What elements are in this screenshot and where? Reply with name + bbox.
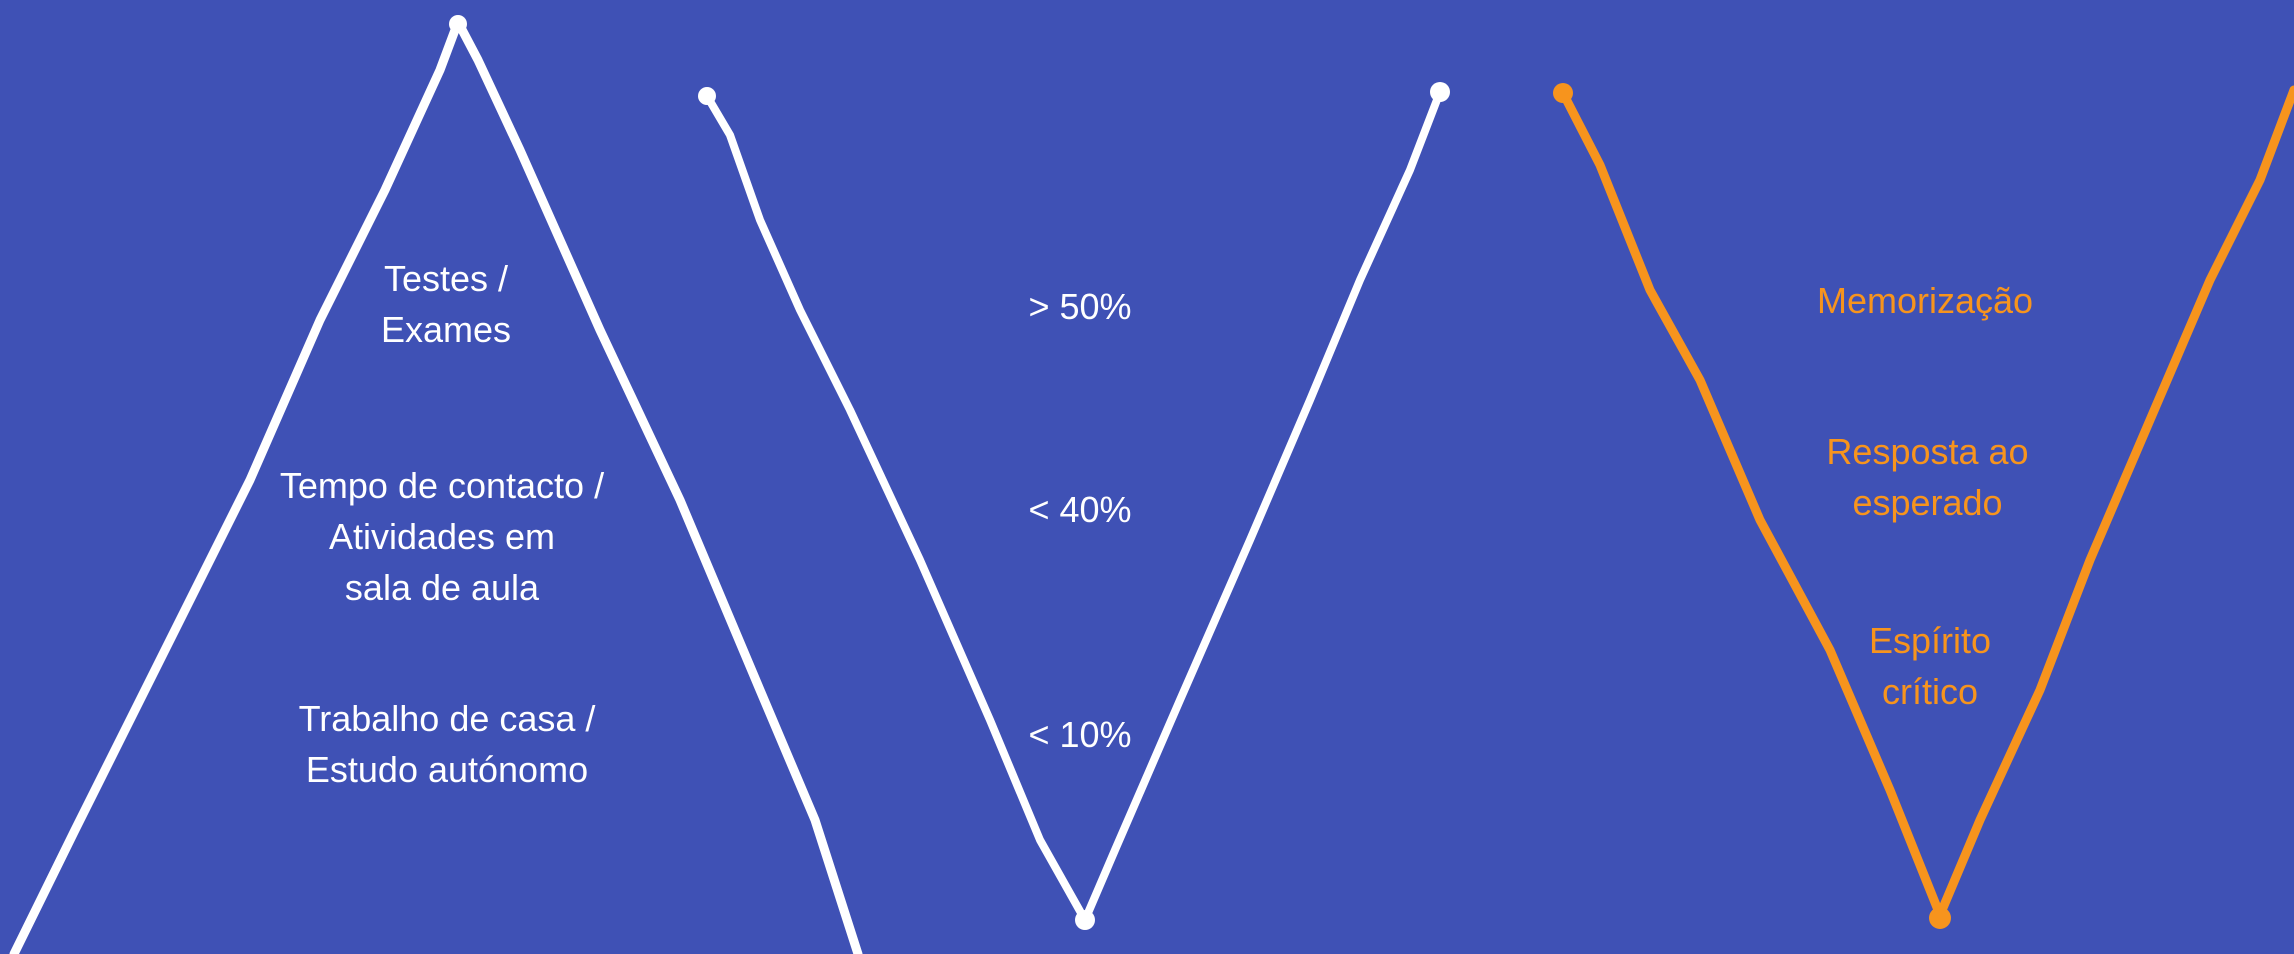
percentage-middle: < 40%	[1028, 489, 1132, 530]
middle-v-bottom-dot	[1075, 910, 1095, 930]
skill-top: Memorização	[1816, 280, 2034, 321]
right-v-left-dot	[1553, 83, 1573, 103]
skill-bottom: Espírito crítico	[1868, 620, 1992, 712]
pyramid-apex-dot	[449, 15, 467, 33]
pyramid-level-middle: Tempo de contacto / Atividades em sala d…	[279, 465, 605, 608]
skill-middle: Resposta ao esperado	[1826, 431, 2029, 523]
percentage-top: > 50%	[1028, 286, 1132, 327]
pyramid-level-bottom: Trabalho de casa / Estudo autónomo	[298, 698, 596, 790]
pyramid-level-top: Testes / Exames	[380, 258, 512, 350]
middle-v-left-dot	[698, 87, 716, 105]
percentage-bottom: < 10%	[1028, 714, 1132, 755]
right-v-bottom-dot	[1929, 907, 1951, 929]
middle-v-right-dot	[1430, 82, 1450, 102]
middle-v-outline	[703, 88, 1444, 924]
